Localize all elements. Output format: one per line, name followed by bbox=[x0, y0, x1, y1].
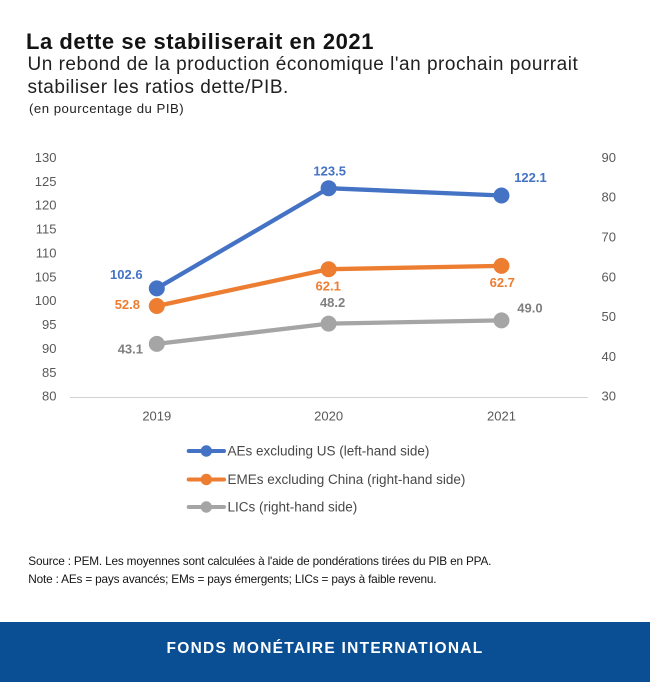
svg-text:105: 105 bbox=[35, 269, 57, 284]
svg-text:110: 110 bbox=[36, 245, 57, 260]
svg-text:60: 60 bbox=[602, 269, 616, 284]
svg-text:AEs excluding US (left-hand si: AEs excluding US (left-hand side) bbox=[228, 444, 430, 459]
svg-text:40: 40 bbox=[602, 349, 616, 364]
svg-text:2019: 2019 bbox=[142, 408, 171, 423]
svg-text:62.7: 62.7 bbox=[490, 275, 515, 290]
svg-text:50: 50 bbox=[602, 309, 616, 324]
svg-text:85: 85 bbox=[42, 365, 56, 380]
svg-text:2020: 2020 bbox=[314, 408, 343, 423]
svg-text:90: 90 bbox=[42, 341, 56, 356]
svg-text:48.2: 48.2 bbox=[320, 295, 345, 310]
svg-text:122.1: 122.1 bbox=[514, 170, 547, 185]
svg-text:70: 70 bbox=[602, 230, 616, 245]
svg-text:95: 95 bbox=[42, 317, 56, 332]
svg-text:49.0: 49.0 bbox=[517, 301, 542, 316]
svg-text:2021: 2021 bbox=[487, 408, 516, 423]
svg-text:80: 80 bbox=[42, 389, 56, 404]
svg-text:30: 30 bbox=[602, 389, 616, 404]
svg-text:120: 120 bbox=[35, 198, 57, 213]
svg-text:52.8: 52.8 bbox=[115, 297, 140, 312]
svg-text:62.1: 62.1 bbox=[316, 279, 341, 294]
svg-text:125: 125 bbox=[35, 174, 57, 189]
svg-text:130: 130 bbox=[35, 150, 57, 165]
svg-text:102.6: 102.6 bbox=[110, 267, 143, 282]
svg-text:100: 100 bbox=[35, 293, 57, 308]
svg-text:115: 115 bbox=[36, 222, 57, 237]
svg-text:80: 80 bbox=[602, 190, 616, 205]
svg-text:EMEs excluding China (right-ha: EMEs excluding China (right-hand side) bbox=[228, 472, 466, 487]
svg-text:43.1: 43.1 bbox=[118, 342, 143, 357]
svg-text:90: 90 bbox=[602, 150, 616, 165]
svg-text:LICs (right-hand side): LICs (right-hand side) bbox=[228, 500, 358, 515]
svg-text:123.5: 123.5 bbox=[313, 164, 346, 179]
